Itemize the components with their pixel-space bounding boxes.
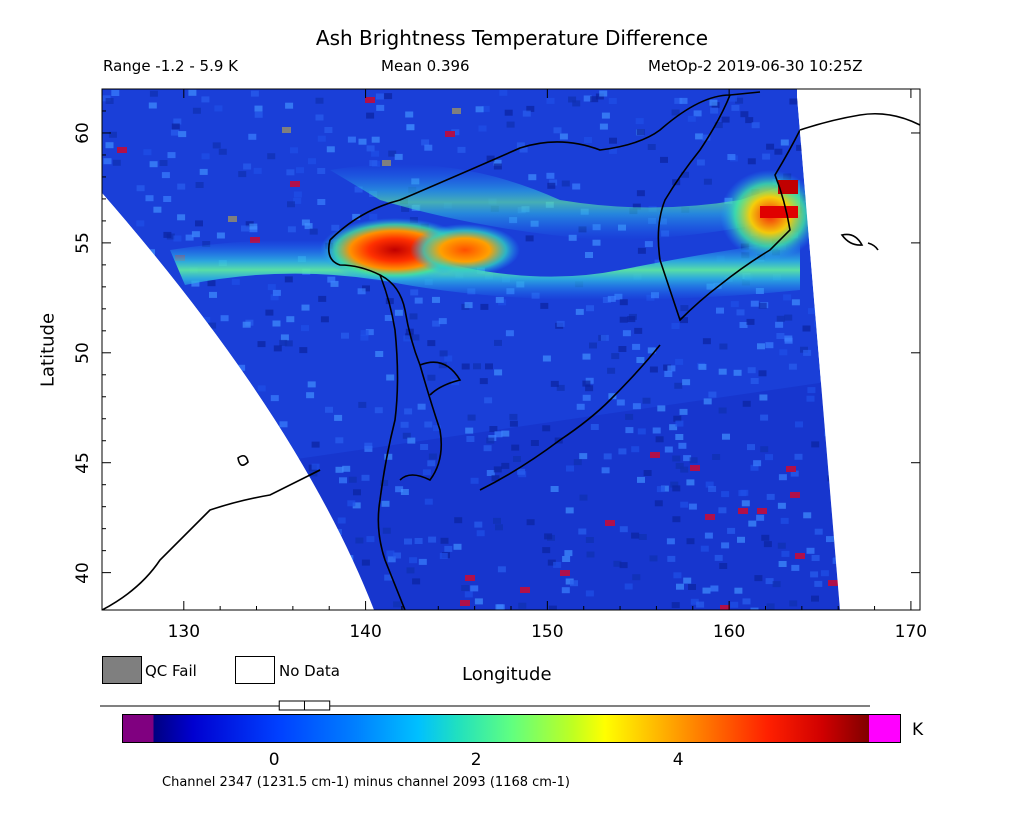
ash-plume-secondary <box>410 224 520 276</box>
no-data-swatch <box>235 656 275 684</box>
data-swath <box>102 89 920 610</box>
ash-band-north <box>330 164 800 240</box>
hot-pixel <box>778 180 798 194</box>
y-tick-label: 45 <box>73 451 93 474</box>
colorbar-tick-label: 0 <box>268 750 280 770</box>
x-tick-label: 140 <box>349 622 382 642</box>
colorbar <box>122 714 901 743</box>
mean-label: Mean 0.396 <box>381 57 470 75</box>
qc-fail-swatch <box>102 656 142 684</box>
range-label: Range -1.2 - 5.9 K <box>103 57 238 75</box>
plot-title: Ash Brightness Temperature Difference <box>315 26 709 50</box>
colorbar-boxplot <box>100 700 870 711</box>
satellite-time-label: MetOp-2 2019-06-30 10:25Z <box>648 57 863 75</box>
y-axis-label: Latitude <box>37 312 59 388</box>
x-tick-label: 160 <box>712 622 746 642</box>
axis-ticks <box>102 88 920 610</box>
colorbar-unit: K <box>912 720 924 740</box>
no-data-east <box>797 89 920 610</box>
x-tick-label: 130 <box>167 622 201 642</box>
y-tick-label: 60 <box>73 122 93 144</box>
coastlines-outside <box>102 112 920 610</box>
swath-lower-shade <box>290 380 840 610</box>
hot-pixel <box>760 206 798 218</box>
colorbar-tick-label: 4 <box>672 750 684 770</box>
y-tick-label: 50 <box>73 341 93 364</box>
no-data-west <box>102 193 374 610</box>
y-tick-label: 55 <box>73 232 93 254</box>
x-axis-label: Longitude <box>462 664 552 685</box>
x-tick-label: 170 <box>894 622 928 642</box>
colorbar-tick-label: 2 <box>470 750 482 770</box>
qc-fail-label: QC Fail <box>145 662 197 680</box>
y-tick-label: 40 <box>73 561 93 584</box>
no-data-label: No Data <box>279 662 340 680</box>
channel-footnote: Channel 2347 (1231.5 cm-1) minus channel… <box>162 775 570 790</box>
x-tick-label: 150 <box>531 622 564 642</box>
